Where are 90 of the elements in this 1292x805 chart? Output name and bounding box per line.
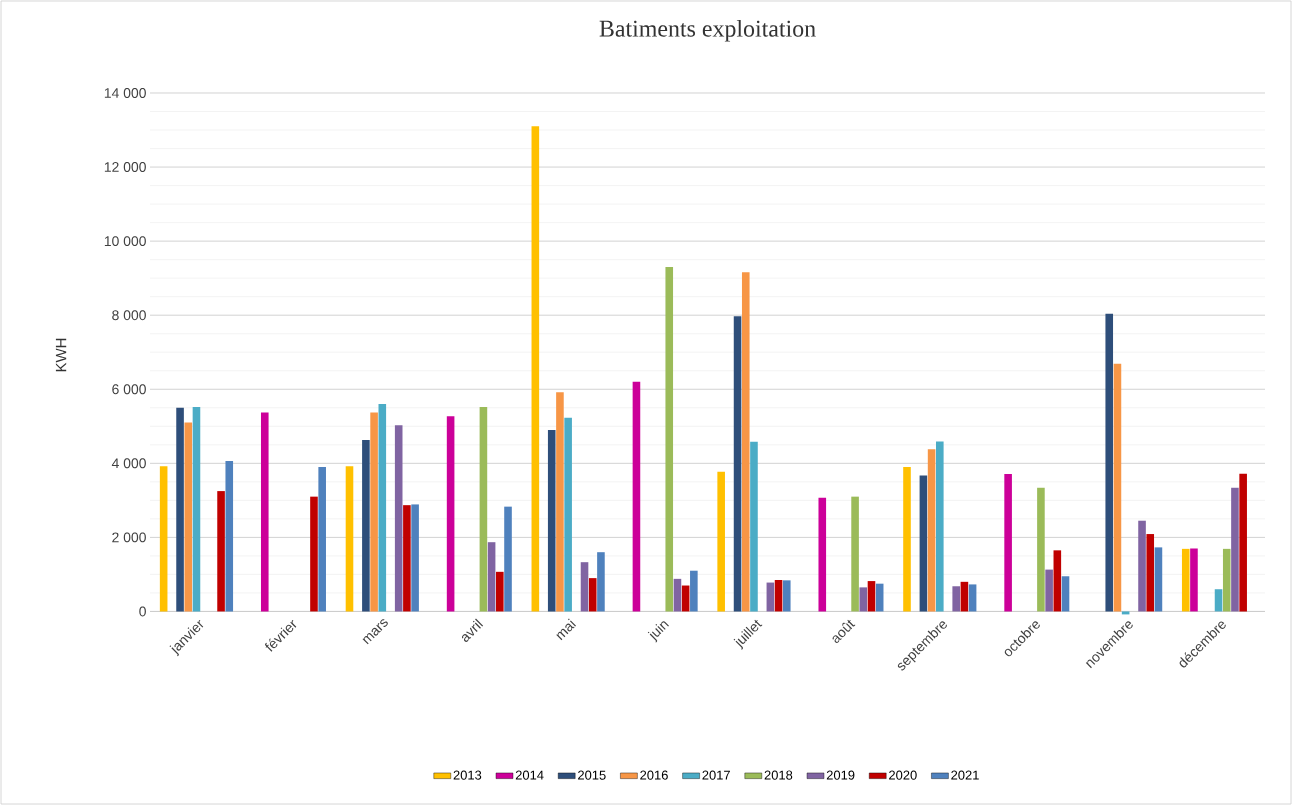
bar (952, 586, 960, 612)
bar (159, 466, 168, 612)
y-tick-label: 14 000 (104, 88, 146, 98)
bar (1004, 474, 1012, 612)
bar (632, 381, 641, 612)
bar (859, 587, 868, 612)
bar (1222, 548, 1231, 612)
legend-label: 2013 (453, 770, 482, 780)
bar (673, 578, 682, 612)
bar (717, 471, 725, 612)
y-tick-label: 2 000 (112, 532, 146, 543)
legend-label: 2021 (951, 770, 979, 780)
bar (774, 579, 783, 612)
bar (927, 449, 936, 612)
y-axis-title: KWH (55, 338, 67, 372)
bar (362, 439, 370, 612)
bar (1037, 487, 1045, 612)
bar (1146, 534, 1155, 612)
bar (665, 267, 674, 612)
bar (1231, 487, 1239, 612)
bar (741, 272, 750, 612)
bar (192, 407, 201, 612)
legend-label: 2019 (826, 770, 855, 780)
bar (1105, 313, 1114, 612)
bar (260, 412, 269, 612)
bar (1190, 548, 1198, 612)
bar (588, 578, 597, 612)
y-tick-label: 6 000 (112, 384, 146, 395)
bar (875, 583, 884, 612)
bar (403, 505, 411, 612)
bar (919, 475, 928, 612)
y-tick-label: 0 (139, 606, 146, 617)
legend-label: 2017 (702, 770, 730, 780)
bar (1138, 520, 1146, 612)
bar (411, 504, 419, 612)
bar (968, 584, 977, 612)
bar (176, 407, 184, 612)
bar (733, 316, 742, 612)
bar (818, 497, 827, 612)
bar (496, 571, 504, 612)
bar (1239, 473, 1247, 612)
legend-label: 2014 (515, 770, 544, 780)
bar (1181, 548, 1190, 612)
bar (903, 467, 911, 612)
x-tick-label: mai (556, 618, 577, 641)
bar (225, 461, 234, 612)
bar (394, 425, 403, 612)
bar (318, 467, 326, 612)
x-tick-label: avril (461, 618, 484, 642)
bar (556, 392, 564, 612)
legend-label: 2015 (578, 770, 606, 780)
bar (1053, 550, 1062, 612)
bar (960, 581, 969, 612)
bar (597, 552, 605, 612)
bar (1121, 611, 1130, 615)
bar (1113, 363, 1122, 612)
bar (479, 407, 488, 612)
bar (217, 491, 225, 612)
legend-label: 2016 (640, 770, 668, 780)
y-tick-label: 4 000 (111, 458, 146, 469)
bar (547, 429, 556, 612)
bar (1061, 576, 1070, 612)
bar (184, 422, 193, 612)
x-tick-label: août (832, 619, 856, 644)
bar (1154, 547, 1163, 612)
bar (750, 441, 758, 612)
y-tick-label: 12 000 (104, 162, 146, 172)
bar (487, 542, 496, 612)
y-tick-label: 8 000 (112, 310, 146, 321)
bar (345, 466, 354, 612)
bar (310, 496, 318, 612)
bar (370, 412, 378, 612)
bar (446, 416, 455, 612)
bar (867, 581, 876, 612)
bar (564, 417, 572, 612)
bar (504, 506, 512, 612)
bar (378, 404, 387, 612)
x-tick-label: juin (647, 621, 669, 643)
chart-title: Batiments exploitation (599, 19, 816, 42)
legend-label: 2018 (764, 770, 793, 780)
bar (851, 496, 859, 612)
legend-label: 2020 (889, 770, 917, 780)
bar (580, 562, 589, 612)
bar (1214, 589, 1223, 612)
bar (1045, 569, 1053, 612)
bar (936, 441, 944, 612)
bar (690, 570, 698, 612)
y-tick-label: 10 000 (104, 236, 146, 247)
bar (782, 580, 791, 612)
bar (531, 126, 540, 612)
